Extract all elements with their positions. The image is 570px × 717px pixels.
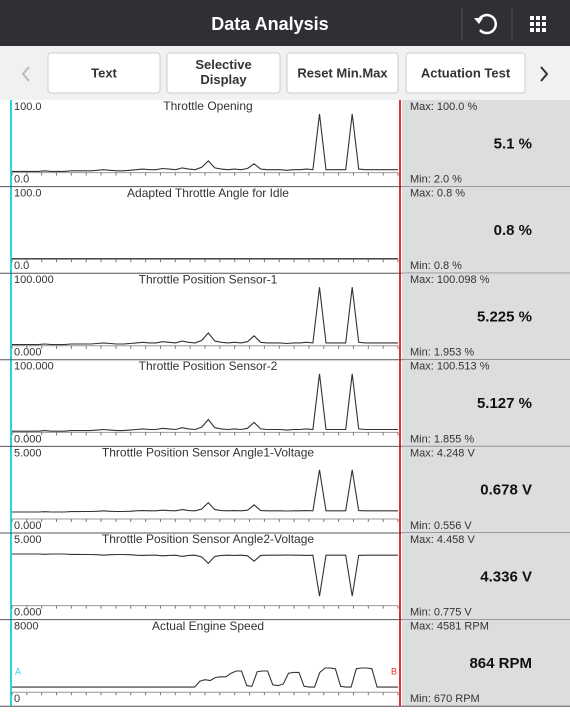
panel-title: Adapted Throttle Angle for Idle (127, 186, 289, 200)
panel-title: Actual Engine Speed (152, 619, 264, 633)
cursor-a (10, 100, 12, 706)
min-value: Min: 0.8 % (410, 260, 462, 272)
trace-line (12, 553, 398, 597)
min-value: Min: 0.775 V (410, 607, 472, 619)
trace-line (12, 469, 398, 513)
cursor-b (399, 100, 401, 706)
min-value: Min: 1.953 % (410, 347, 474, 359)
scale-min: 0.0 (14, 174, 29, 186)
toolbar-button[interactable] (47, 52, 161, 94)
scale-max: 100.000 (14, 361, 54, 373)
label-line: Display (200, 72, 247, 87)
scale-min: 0 (14, 693, 20, 705)
current-value: 5.127 % (477, 395, 532, 412)
max-value: Max: 100.0 % (410, 101, 477, 113)
scale-max: 100.000 (14, 274, 54, 286)
current-value: 5.225 % (477, 308, 532, 325)
cursor-a-label: A (15, 667, 21, 677)
min-value: Min: 0.556 V (410, 520, 472, 532)
trace-line (12, 113, 398, 172)
info-panel (402, 533, 570, 620)
info-panel (402, 186, 570, 274)
scale-min: 0.0 (14, 260, 29, 272)
cursor-b-label: B (391, 667, 397, 677)
scale-min: 0.000 (14, 347, 42, 359)
max-value: Max: 100.098 % (410, 274, 490, 286)
info-panel (402, 100, 570, 187)
toolbar-button[interactable] (166, 52, 281, 94)
info-panel (402, 446, 570, 533)
current-value: 864 RPM (469, 655, 532, 672)
current-value: 0.8 % (494, 222, 532, 239)
panel-title: Throttle Position Sensor Angle2-Voltage (102, 532, 314, 546)
toolbar-button-label: Selective Display (195, 57, 251, 87)
panel-title: Throttle Position Sensor-2 (139, 359, 278, 373)
min-value: Min: 1.855 % (410, 433, 474, 445)
scale-max: 5.000 (14, 447, 42, 459)
min-value: Min: 2.0 % (410, 174, 462, 186)
toolbar-button[interactable] (405, 52, 526, 94)
max-value: Max: 4.248 V (410, 447, 475, 459)
toolbar-button-label: Text (91, 65, 117, 80)
scale-max: 5.000 (14, 534, 42, 546)
scale-min: 0.000 (14, 433, 42, 445)
header-title: Data Analysis (211, 14, 328, 34)
toolbar-button-label: Reset Min.Max (297, 65, 388, 80)
trace-line (12, 373, 398, 432)
scale-max: 100.0 (14, 188, 42, 200)
info-panel (402, 619, 570, 707)
trace-line (12, 287, 398, 346)
panel-title: Throttle Position Sensor-1 (139, 272, 278, 286)
info-panel (402, 273, 570, 360)
current-value: 4.336 V (480, 568, 532, 585)
refresh-icon[interactable] (474, 13, 498, 35)
scale-min: 0.000 (14, 607, 42, 619)
max-value: Max: 4.458 V (410, 534, 475, 546)
max-value: Max: 100.513 % (410, 361, 490, 373)
toolbar-button[interactable] (286, 52, 399, 94)
prev-arrow[interactable] (21, 66, 30, 82)
label-line: Selective (195, 57, 251, 72)
min-value: Min: 670 RPM (410, 693, 480, 705)
toolbar-button-label: Actuation Test (421, 65, 511, 80)
scale-max: 100.0 (14, 101, 42, 113)
max-value: Max: 4581 RPM (410, 621, 489, 633)
panel-title: Throttle Position Sensor Angle1-Voltage (102, 446, 314, 460)
info-panel (402, 359, 570, 447)
trace-line (12, 667, 398, 688)
panel-title: Throttle Opening (163, 99, 252, 113)
header-bar (0, 0, 570, 46)
next-arrow[interactable] (540, 66, 549, 82)
grid-icon[interactable] (530, 16, 546, 32)
scale-max: 8000 (14, 621, 38, 633)
current-value: 5.1 % (494, 135, 532, 152)
max-value: Max: 0.8 % (410, 188, 465, 200)
scale-min: 0.000 (14, 520, 42, 532)
current-value: 0.678 V (480, 482, 532, 499)
